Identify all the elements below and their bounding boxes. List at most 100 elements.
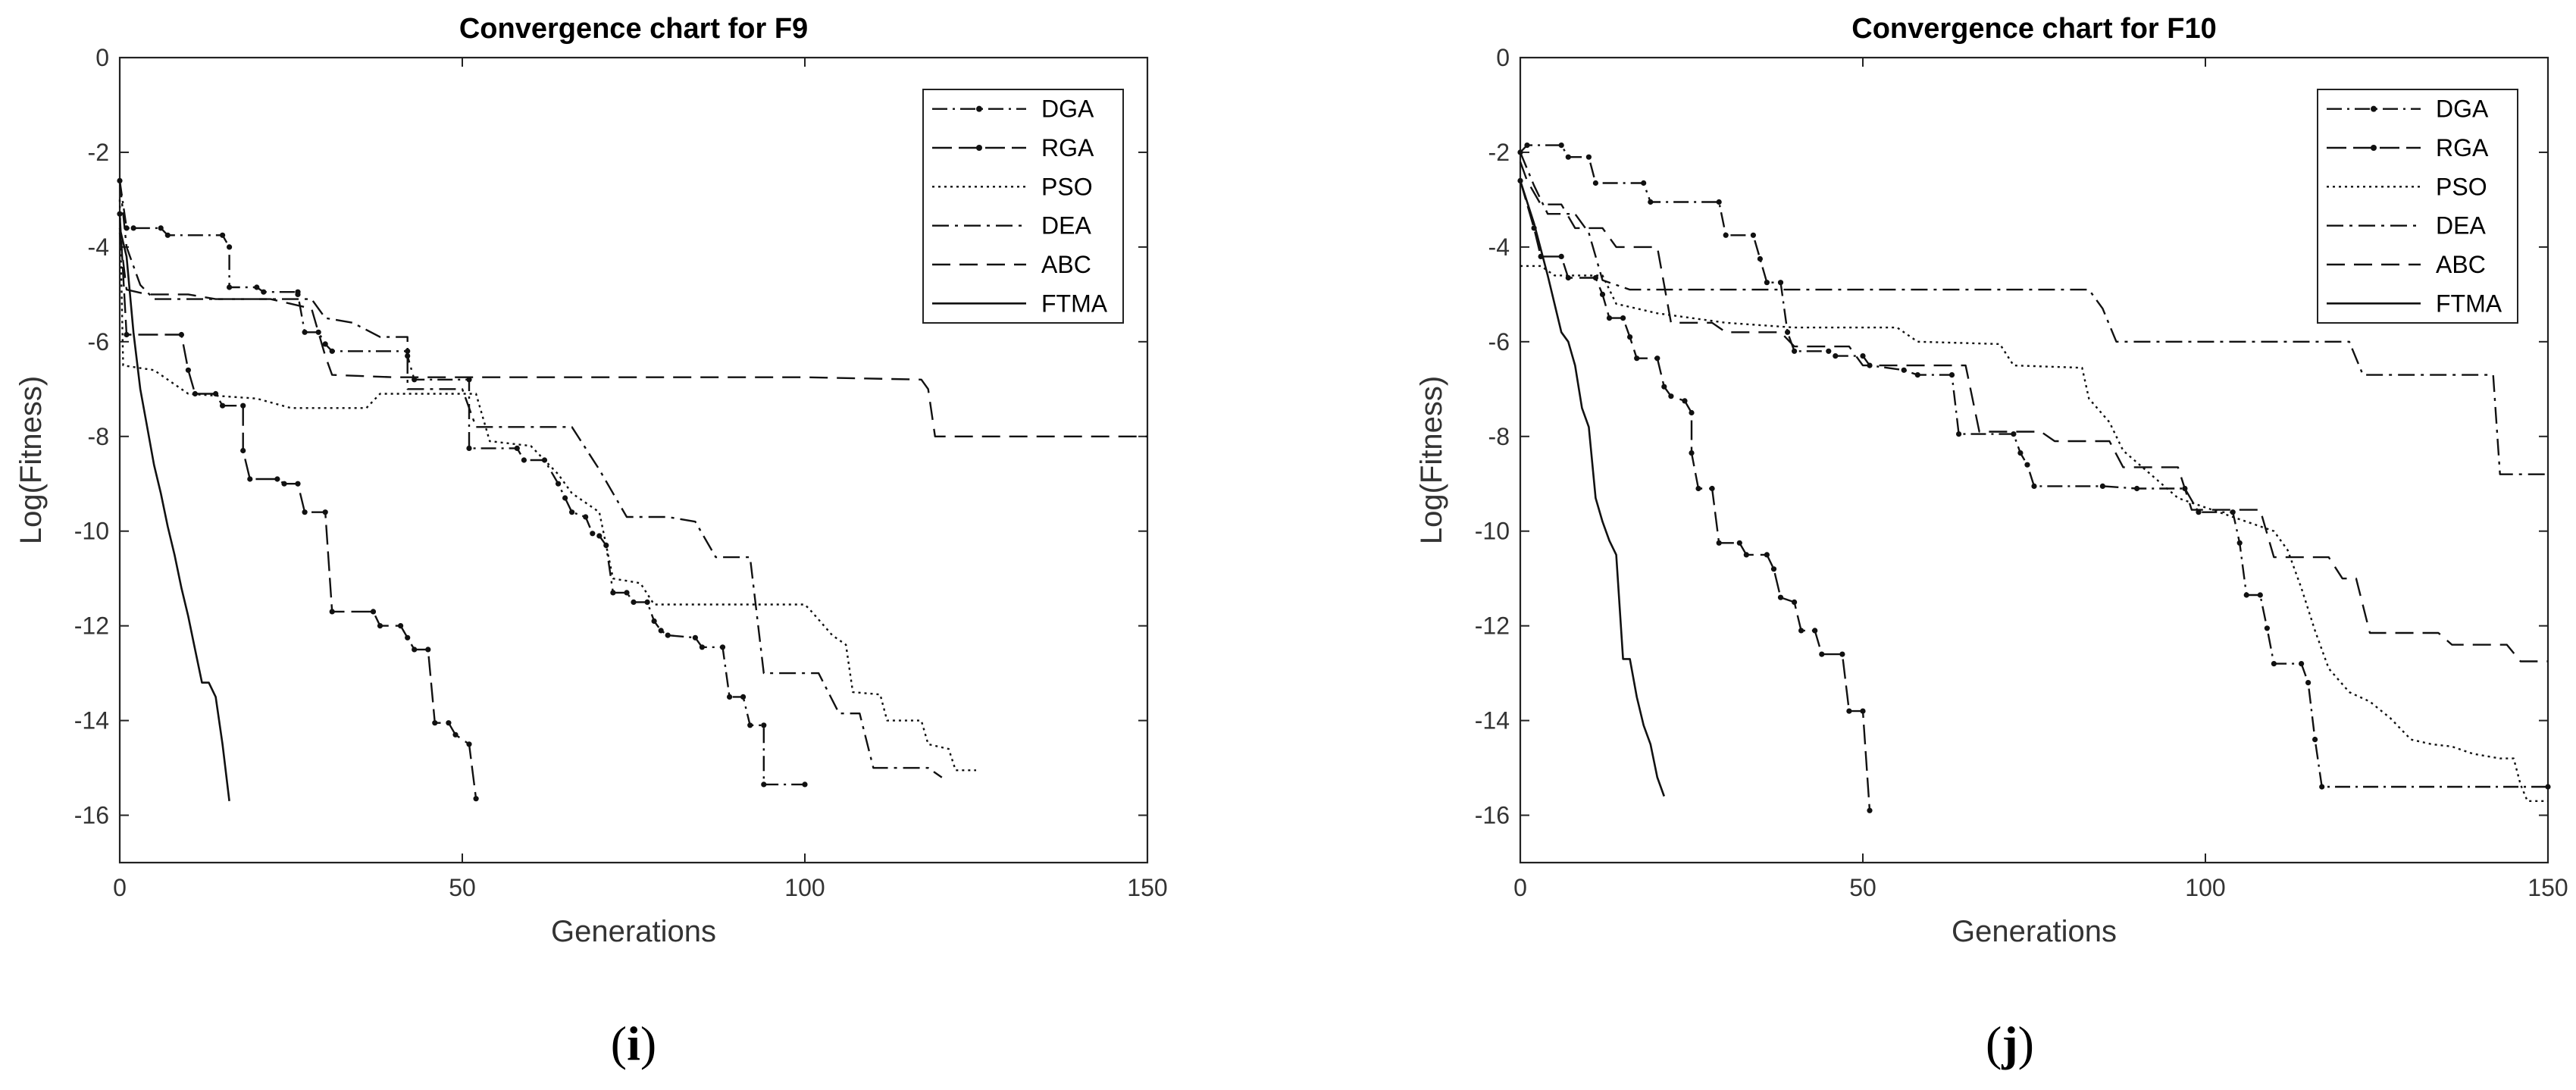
data-point (1860, 353, 1866, 359)
data-point (405, 348, 411, 354)
series-line-ftma (118, 227, 230, 801)
data-point (2305, 680, 2312, 686)
data-point (1764, 552, 1770, 558)
data-point (1716, 199, 1722, 205)
series-dea (118, 180, 943, 778)
data-point (631, 599, 637, 606)
data-point (302, 329, 308, 335)
data-point (2024, 462, 2030, 468)
data-point (158, 225, 164, 231)
data-point (1839, 651, 1845, 657)
legend-label-rga: RGA (2436, 134, 2489, 161)
y-tick-label: -6 (1488, 328, 1510, 356)
data-point (1709, 485, 1715, 492)
data-point (1565, 274, 1571, 281)
legend: DGA RGA PSO DEA ABC FTMA (2317, 89, 2518, 324)
y-axis-label: Log(Fitness) (14, 376, 48, 544)
y-tick-label: -4 (1488, 233, 1510, 261)
chart-f10: 0 50 100 150 0 -2 -4 -6 -8 -10 -12 -14 -16 Convergenc… (1415, 13, 2568, 1070)
data-point (315, 329, 321, 335)
data-point (1634, 356, 1640, 362)
data-point (432, 720, 438, 726)
legend-label-pso: PSO (1041, 173, 1093, 200)
legend-marker (976, 145, 982, 151)
data-point (446, 720, 452, 726)
data-point (227, 244, 233, 250)
legend-label-ftma: FTMA (1041, 290, 1108, 317)
y-tick-label: -10 (74, 518, 109, 545)
series-abc (118, 232, 1147, 437)
data-point (1792, 599, 1798, 606)
data-point (1592, 274, 1598, 281)
data-point (1948, 372, 1955, 378)
panel-label: (i) (611, 1016, 656, 1070)
data-point (624, 590, 630, 596)
legend-label-dea: DEA (1041, 212, 1091, 240)
legend: DGA RGA PSO DEA ABC FTMA (922, 89, 1124, 324)
data-point (740, 694, 747, 700)
data-point (466, 377, 472, 383)
data-point (2271, 661, 2277, 667)
y-tick-label: -14 (1475, 707, 1510, 734)
x-tick-label: 0 (1513, 874, 1527, 901)
data-point (1689, 409, 1695, 416)
data-point (1565, 154, 1571, 160)
data-point (295, 481, 301, 487)
data-point (240, 402, 246, 409)
y-tick-label: -14 (74, 707, 109, 734)
data-point (473, 796, 479, 802)
y-tick-label: -12 (74, 612, 109, 640)
data-point (1648, 199, 1654, 205)
data-point (2011, 431, 2017, 437)
series-ftma (118, 227, 230, 801)
y-tick-label: -6 (88, 328, 109, 356)
data-point (452, 731, 459, 738)
data-point (1736, 540, 1742, 546)
series-rga (117, 211, 479, 802)
data-point (727, 694, 733, 700)
data-point (254, 284, 260, 290)
data-point (590, 531, 596, 537)
data-point (2017, 450, 2024, 456)
data-point (556, 481, 562, 487)
data-point (185, 367, 191, 373)
legend-box (922, 89, 1124, 324)
data-point (322, 341, 328, 347)
data-point (295, 291, 301, 297)
chart-title: Convergence chart for F10 (1851, 13, 2216, 45)
data-point (377, 623, 383, 629)
series-line-rga (118, 214, 477, 799)
data-point (2134, 485, 2140, 492)
data-point (220, 402, 226, 409)
series-abc (1519, 161, 2548, 662)
data-point (322, 509, 328, 515)
data-point (1901, 367, 1907, 373)
data-point (2230, 509, 2236, 515)
data-point (329, 609, 335, 615)
data-point (1558, 143, 1564, 149)
data-point (2319, 784, 2325, 790)
series-ftma (1519, 180, 1666, 797)
legend-marker (976, 105, 982, 112)
data-point (274, 476, 280, 482)
data-point (178, 331, 184, 338)
x-tick-label: 50 (449, 874, 476, 901)
data-point (1682, 398, 1688, 404)
series-pso (1520, 265, 2548, 802)
x-tick-label: 150 (2527, 874, 2568, 901)
data-point (1599, 291, 1606, 297)
data-point (761, 781, 767, 788)
data-point (583, 514, 589, 520)
data-point (2299, 661, 2305, 667)
legend-marker (2371, 145, 2377, 151)
series-pso (118, 199, 976, 772)
data-point (2257, 592, 2263, 598)
legend-label-abc: ABC (1041, 251, 1091, 278)
data-point (247, 476, 253, 482)
series-line-dea (118, 180, 943, 778)
data-point (699, 644, 706, 650)
data-point (281, 481, 287, 487)
data-point (2312, 737, 2318, 743)
x-tick-label: 150 (1127, 874, 1167, 901)
